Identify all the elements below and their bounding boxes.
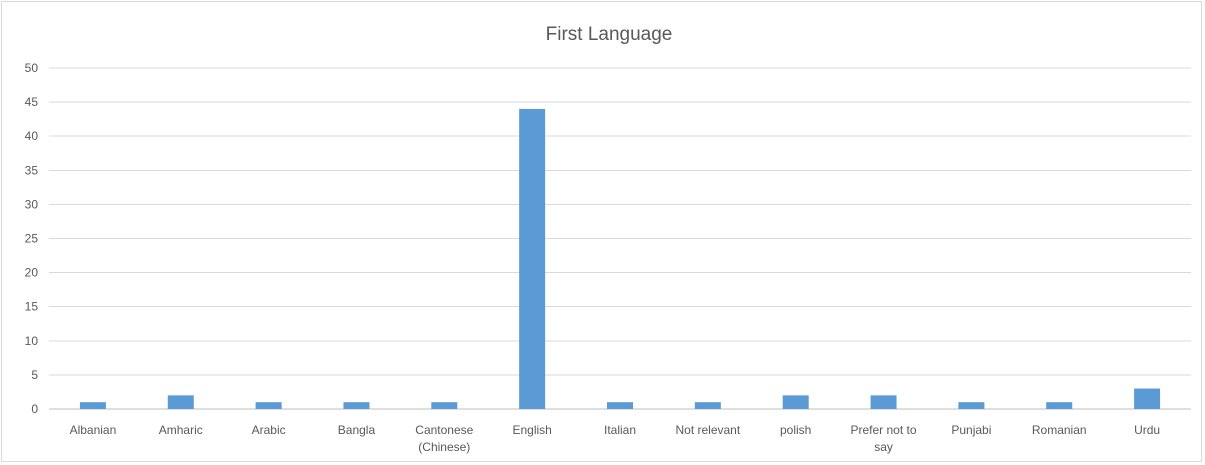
x-tick-label: Amharic	[159, 423, 203, 437]
x-tick-label: polish	[780, 423, 811, 437]
y-axis-ticks: 0 5 10 15 20 25 30 35 40 45 50	[25, 61, 39, 416]
x-tick-label: Bangla	[338, 423, 376, 437]
bars	[79, 108, 1161, 410]
x-tick-label: Not relevant	[675, 423, 740, 437]
y-tick-label: 30	[25, 197, 39, 211]
bar	[782, 395, 809, 409]
x-tick-label: Prefer not to say	[851, 423, 917, 454]
x-tick-label: Punjabi	[951, 423, 991, 437]
x-tick-label: Urdu	[1134, 423, 1160, 437]
x-tick-label: Italian	[604, 423, 636, 437]
bar	[694, 402, 721, 409]
chart-title: First Language	[546, 24, 673, 45]
bar	[167, 395, 194, 409]
bar	[1134, 388, 1161, 409]
y-tick-label: 50	[25, 61, 39, 75]
bar	[607, 402, 633, 409]
y-tick-label: 10	[25, 334, 39, 348]
x-tick-label: Arabic	[252, 423, 286, 437]
bar	[1046, 402, 1073, 409]
x-tick-label: Albanian	[70, 423, 117, 437]
y-tick-label: 40	[25, 129, 39, 143]
y-tick-label: 5	[31, 368, 38, 382]
x-tick-label: Romanian	[1032, 423, 1087, 437]
y-tick-label: 15	[25, 300, 39, 314]
y-tick-label: 20	[25, 266, 39, 280]
y-tick-label: 45	[25, 95, 39, 109]
x-tick-label: English	[512, 423, 551, 437]
y-tick-label: 0	[31, 402, 38, 416]
y-tick-label: 25	[25, 232, 39, 246]
bar	[958, 402, 985, 409]
bar	[343, 402, 370, 409]
bar	[255, 402, 282, 409]
gridlines	[49, 67, 1191, 410]
bar	[431, 402, 458, 409]
x-tick-label: Cantonese (Chinese)	[415, 423, 473, 454]
bar	[79, 402, 106, 409]
x-axis-labels: Albanian Amharic Arabic Bangla Cantonese (Chi…	[70, 423, 1161, 454]
bar	[519, 108, 546, 410]
bar	[870, 395, 897, 409]
y-tick-label: 35	[25, 163, 39, 177]
